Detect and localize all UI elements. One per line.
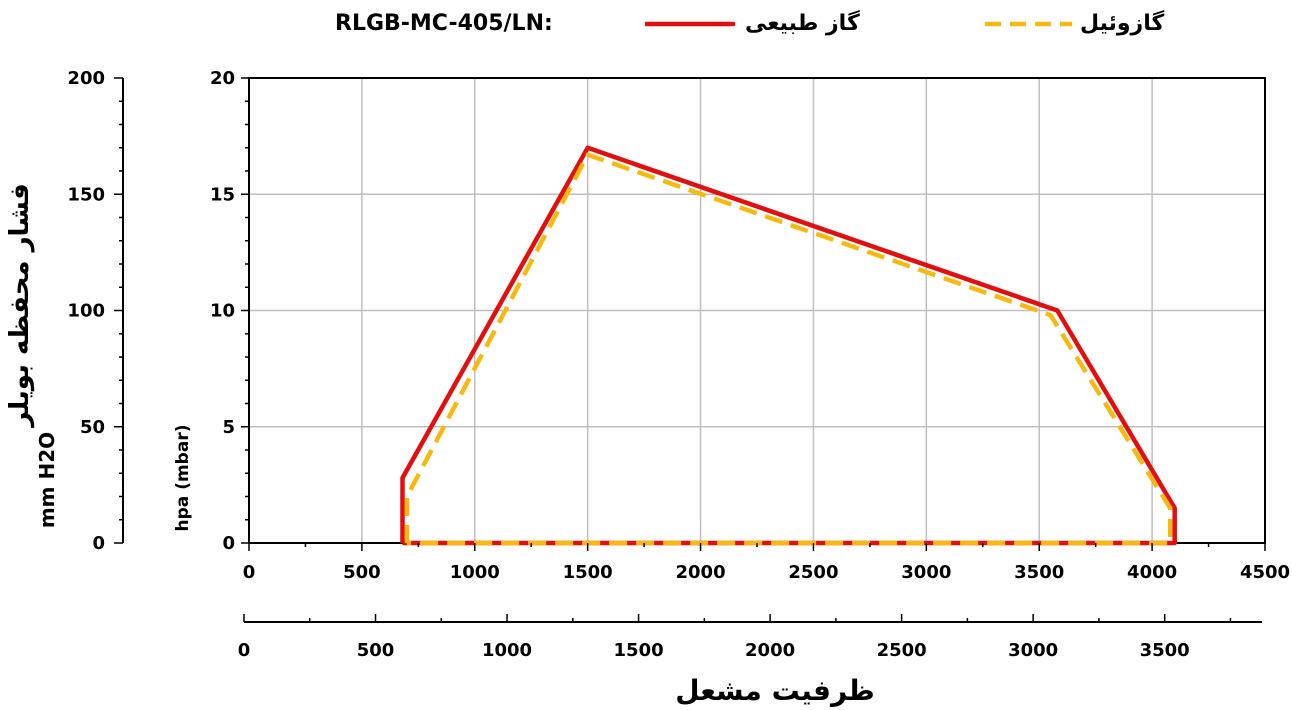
primary-y-tick-label-1: 5 [222, 417, 235, 438]
series-layer [400, 145, 1177, 546]
x-tick-label-3: 1500 [563, 562, 613, 583]
grid [249, 78, 1265, 543]
secondary-y-tick-label-0: 0 [92, 533, 105, 554]
secondary-y-tick-label-1: 50 [80, 417, 105, 438]
x-axis-title: ظرفیت مشعل [675, 674, 875, 707]
legend-label-natural-gas: گاز طبیعی [745, 9, 860, 36]
x-tick-label-2: 1000 [450, 562, 500, 583]
secondary-x-tick-label-1: 500 [357, 640, 395, 661]
primary-y-tick-label-2: 10 [210, 301, 235, 322]
x-tick-label-0: 0 [243, 562, 256, 583]
primary-y-tick-label-0: 0 [222, 533, 235, 554]
secondary-x-tick-label-5: 2500 [877, 640, 927, 661]
x-tick-label-5: 2500 [788, 562, 838, 583]
primary-y-tick-label-4: 20 [210, 68, 235, 89]
x-tick-label-4: 2000 [676, 562, 726, 583]
primary-y-axis-label: hpa (mbar) [173, 425, 193, 532]
legend-label-gasoil: گازوئیل [1080, 9, 1164, 36]
x-tick-label-7: 3500 [1014, 562, 1064, 583]
secondary-x-tick-label-0: 0 [238, 640, 251, 661]
x-tick-label-1: 500 [343, 562, 381, 583]
secondary-y-tick-label-2: 100 [67, 301, 105, 322]
primary-y-tick-label-3: 15 [210, 184, 235, 205]
x-tick-label-9: 4500 [1240, 562, 1290, 583]
chart-title: RLGB-MC-405/LN: [335, 11, 553, 36]
secondary-y-axis-label: mm H2O [35, 432, 59, 528]
secondary-x-tick-label-2: 1000 [482, 640, 532, 661]
x-tick-label-6: 3000 [901, 562, 951, 583]
secondary-x-tick-label-7: 3500 [1140, 640, 1190, 661]
series-line-0 [400, 145, 1177, 546]
y-axis-title: فشار محفظه بویلر [5, 183, 35, 429]
x-tick-label-8: 4000 [1127, 562, 1177, 583]
secondary-x-tick-label-6: 3000 [1008, 640, 1058, 661]
secondary-y-tick-label-4: 200 [67, 68, 105, 89]
series-line-1 [404, 152, 1173, 546]
secondary-x-tick-label-3: 1500 [614, 640, 664, 661]
secondary-y-tick-label-3: 150 [67, 184, 105, 205]
secondary-x-tick-label-4: 2000 [745, 640, 795, 661]
